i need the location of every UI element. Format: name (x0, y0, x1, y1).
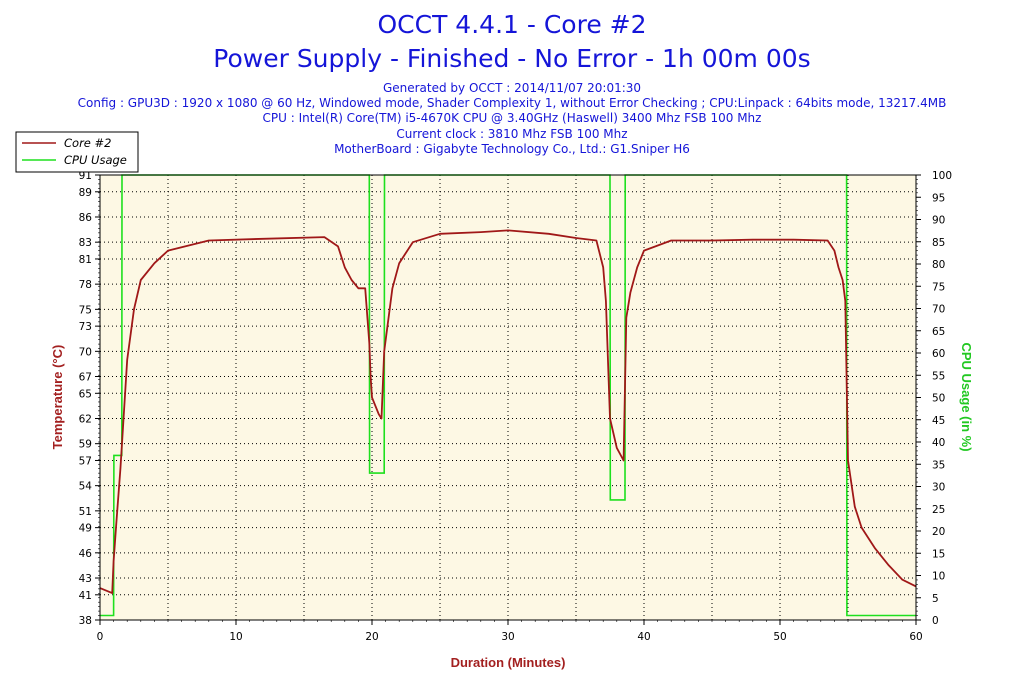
x-tick-label: 50 (773, 631, 786, 643)
y-right-tick-label: 60 (932, 348, 945, 360)
info-generated: Generated by OCCT : 2014/11/07 20:01:30 (383, 81, 641, 95)
legend-label-cpu-usage: CPU Usage (64, 153, 127, 167)
axes: 38 41 43 46 49 51 54 57 59 62 65 67 70 73 75 78 81 83 86 89… (79, 170, 952, 643)
series-line-core2 (99, 229, 917, 594)
y-left-tick-label: 91 (79, 170, 92, 182)
y-right-tick-label: 15 (932, 548, 945, 560)
x-tick-label: 40 (637, 631, 650, 643)
y-right-tick-label: 80 (932, 259, 945, 271)
y-left-tick-label: 78 (79, 279, 92, 291)
y-right-tick-label: 20 (932, 526, 945, 538)
y-right-tick-label: 40 (932, 437, 945, 449)
info-lines: Generated by OCCT : 2014/11/07 20:01:30 … (78, 81, 947, 156)
y-left-tick-label: 83 (79, 237, 92, 249)
y-left-tick-label: 89 (79, 187, 92, 199)
y-right-tick-label: 25 (932, 504, 945, 516)
y-right-tick-label: 95 (932, 192, 945, 204)
y-left-tick-label: 54 (79, 481, 93, 493)
y-axis-left-label: Temperature (°C) (50, 345, 65, 450)
y-left-tick-label: 38 (79, 615, 92, 627)
y-left-tick-label: 81 (79, 254, 92, 266)
y-right-tick-label: 85 (932, 237, 945, 249)
y-right-tick-label: 10 (932, 571, 945, 583)
legend-label-core2: Core #2 (64, 136, 111, 150)
y-right-tick-label: 75 (932, 281, 945, 293)
info-config: Config : GPU3D : 1920 x 1080 @ 60 Hz, Wi… (78, 96, 947, 110)
y-right-tick-label: 45 (932, 415, 945, 427)
x-tick-label: 60 (909, 631, 922, 643)
y-right-tick-label: 90 (932, 215, 945, 227)
chart-subtitle: Power Supply - Finished - No Error - 1h … (213, 44, 810, 73)
y-left-tick-label: 65 (79, 388, 92, 400)
y-left-tick-label: 43 (79, 573, 92, 585)
y-left-tick-label: 67 (79, 372, 92, 384)
y-left-tick-label: 86 (79, 212, 93, 224)
y-right-tick-label: 70 (932, 304, 945, 316)
x-axis-label: Duration (Minutes) (451, 655, 566, 670)
y-left-tick-label: 62 (79, 413, 92, 425)
y-left-tick-label: 49 (79, 523, 92, 535)
y-right-tick-label: 65 (932, 326, 945, 338)
grid (100, 175, 916, 620)
x-tick-label: 10 (229, 631, 242, 643)
y-right-tick-label: 5 (932, 593, 939, 605)
y-left-tick-label: 75 (79, 304, 92, 316)
chart-title: OCCT 4.4.1 - Core #2 (378, 10, 647, 39)
y-right-tick-label: 35 (932, 459, 945, 471)
x-tick-label: 0 (97, 631, 104, 643)
y-right-tick-label: 30 (932, 482, 945, 494)
y-left-tick-label: 59 (79, 439, 92, 451)
y-right-tick-label: 50 (932, 393, 945, 405)
y-left-tick-label: 51 (79, 506, 92, 518)
y-right-tick-label: 55 (932, 370, 945, 382)
info-clock: Current clock : 3810 Mhz FSB 100 Mhz (396, 127, 627, 141)
legend: Core #2 CPU Usage (15, 131, 139, 173)
y-left-tick-label: 70 (79, 346, 92, 358)
y-left-tick-label: 73 (79, 321, 92, 333)
plot-area (100, 175, 916, 620)
info-motherboard: MotherBoard : Gigabyte Technology Co., L… (334, 142, 690, 156)
x-tick-label: 20 (365, 631, 378, 643)
y-right-tick-label: 0 (932, 615, 939, 627)
y-left-tick-label: 41 (79, 590, 92, 602)
y-axis-right-label: CPU Usage (in %) (959, 342, 974, 451)
y-left-tick-label: 57 (79, 455, 92, 467)
x-tick-label: 30 (501, 631, 514, 643)
info-cpu: CPU : Intel(R) Core(TM) i5-4670K CPU @ 3… (263, 111, 762, 125)
legend-box (15, 131, 139, 173)
y-left-tick-label: 46 (79, 548, 93, 560)
y-right-tick-label: 100 (932, 170, 952, 182)
